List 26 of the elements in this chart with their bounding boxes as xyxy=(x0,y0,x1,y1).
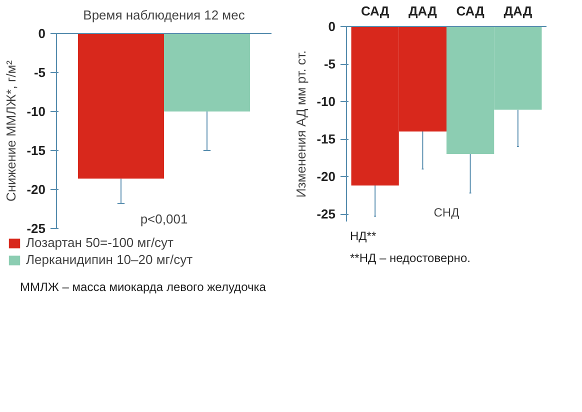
y-tick-label: 0 xyxy=(38,26,46,41)
y-axis-title: Изменения АД мм рт. ст. xyxy=(294,50,309,198)
x-tick-label: ДАД xyxy=(408,4,438,18)
text: ММЛЖ – масса миокарда левого желудочка xyxy=(20,279,266,296)
y-tick-label: -25 xyxy=(316,206,336,222)
y-tick-label: -25 xyxy=(26,221,46,236)
annotation: p<0,001 xyxy=(140,212,188,226)
x-tick-label: ДАД xyxy=(504,4,533,18)
chart-title: Время наблюдения 12 мес xyxy=(83,8,246,22)
y-tick-label: -15 xyxy=(316,132,336,146)
annotation: СНД xyxy=(434,206,460,220)
y-tick-label: -15 xyxy=(26,143,46,158)
y-tick-label: -5 xyxy=(324,56,336,72)
x-tick-label: САД xyxy=(360,4,390,18)
y-tick-label: 0 xyxy=(328,19,336,34)
x-tick-label: САД xyxy=(456,4,486,18)
text: НД** xyxy=(350,228,376,245)
y-tick-label: -20 xyxy=(26,182,46,197)
y-tick-label: -20 xyxy=(316,169,336,184)
legend-label: Лерканидипин 10–20 мг/сут xyxy=(26,252,193,267)
y-axis-title: Снижение ММЛЖ*, г/м² xyxy=(4,60,19,202)
legend-label: Лозартан 50=-100 мг/сут xyxy=(26,235,174,250)
y-tick-label: -10 xyxy=(26,104,46,119)
text: **НД – недостоверно. xyxy=(350,250,470,267)
y-tick-label: -5 xyxy=(34,65,46,80)
y-tick-label: -10 xyxy=(316,94,336,109)
